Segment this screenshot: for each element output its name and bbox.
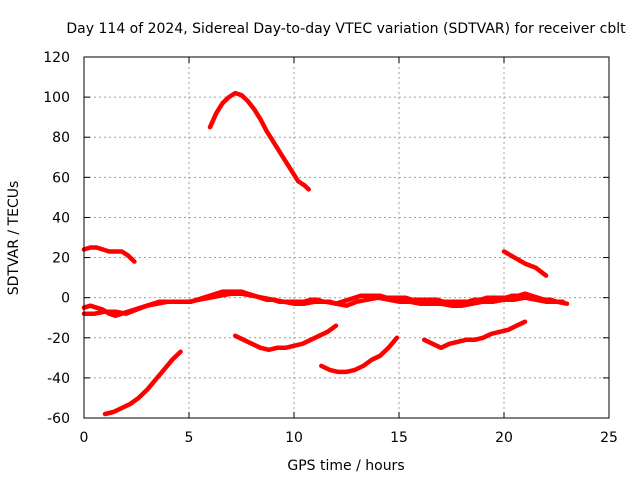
x-tick-label: 20 [495,430,513,446]
grid [84,57,609,418]
ticks [83,56,610,419]
series-arc-3 [81,291,570,316]
y-axis-label: SDTVAR / TECUs [6,181,22,296]
y-tick-label: 20 [52,251,70,267]
x-tick-label: 5 [185,430,194,446]
series-group [81,90,570,417]
x-tick-label: 10 [285,430,303,446]
series-arc-9 [501,249,549,278]
series-arc-1 [81,245,137,264]
series-arc-8 [421,319,528,351]
y-tick-label: -20 [47,331,70,347]
x-axis-label: GPS time / hours [287,458,404,474]
y-tick-label: 80 [52,130,70,146]
y-tick-label: 60 [52,170,70,186]
y-tick-label: -60 [47,411,70,427]
chart-title: Day 114 of 2024, Sidereal Day-to-day VTE… [66,21,626,37]
x-tick-label: 25 [600,430,618,446]
series-arc-5 [207,90,311,192]
y-tick-label: 100 [43,90,70,106]
y-tick-label: 0 [61,291,70,307]
y-tick-label: -40 [47,371,70,387]
y-tick-label: 120 [43,50,70,66]
series-arc-6 [232,323,339,353]
x-tick-label: 15 [390,430,408,446]
tick-labels: 0 5 10 15 20 25 -60 -40 -20 0 20 40 60 80 100 120 [43,50,618,446]
x-tick-label: 0 [80,430,89,446]
y-tick-label: 40 [52,210,70,226]
series-arc-4 [102,349,183,417]
series-arc-7 [319,335,400,375]
plot-frame [83,56,610,419]
